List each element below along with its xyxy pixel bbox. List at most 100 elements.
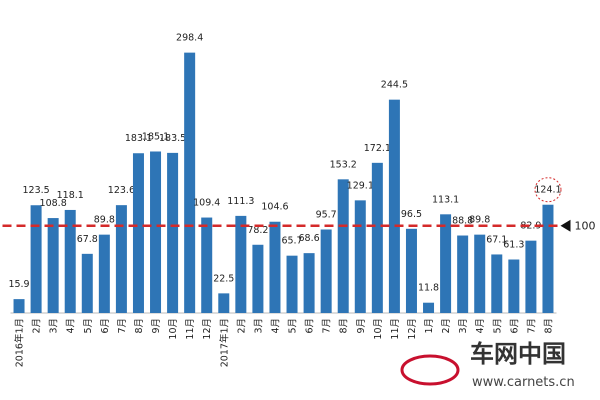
value-label: 88.8 bbox=[452, 216, 473, 227]
value-label: 185.1 bbox=[142, 131, 169, 142]
bar bbox=[30, 205, 42, 313]
value-label: 89.8 bbox=[94, 215, 115, 226]
x-tick-label: 9月 bbox=[356, 318, 367, 334]
x-tick-label: 3月 bbox=[49, 318, 60, 334]
x-tick-label: 7月 bbox=[526, 318, 537, 334]
bar bbox=[47, 218, 59, 313]
value-label: 113.1 bbox=[432, 194, 459, 205]
x-tick-label: 11月 bbox=[185, 318, 196, 340]
x-tick-label: 6月 bbox=[305, 318, 316, 334]
bar bbox=[167, 152, 179, 313]
x-tick-label: 3月 bbox=[458, 318, 469, 334]
value-label: 89.8 bbox=[469, 215, 490, 226]
bar bbox=[115, 205, 127, 313]
x-tick-label: 10月 bbox=[373, 318, 384, 340]
value-label: 108.8 bbox=[40, 198, 67, 209]
bar bbox=[371, 162, 383, 313]
bar bbox=[457, 235, 469, 313]
value-label: 111.3 bbox=[227, 196, 254, 207]
bar bbox=[491, 254, 503, 313]
bar bbox=[252, 244, 264, 313]
x-tick-label: 7月 bbox=[117, 318, 128, 334]
bar bbox=[474, 234, 486, 313]
bar bbox=[525, 240, 537, 313]
value-label: 109.4 bbox=[193, 198, 220, 209]
value-label: 118.1 bbox=[57, 190, 84, 201]
watermark-url: www.carnets.cn bbox=[472, 375, 575, 390]
value-label: 153.2 bbox=[330, 159, 357, 170]
bar bbox=[354, 200, 366, 313]
x-tick-label: 8月 bbox=[134, 318, 145, 334]
x-tick-label: 2017年1月 bbox=[218, 318, 230, 367]
value-label: 183.5 bbox=[159, 133, 186, 144]
reference-arrow bbox=[560, 219, 571, 232]
x-tick-label: 2016年1月 bbox=[14, 318, 26, 367]
reference-label: 100 bbox=[575, 220, 596, 233]
value-label: 183.1 bbox=[125, 133, 152, 144]
x-tick-label: 6月 bbox=[100, 318, 111, 334]
x-tick-label: 7月 bbox=[322, 318, 333, 334]
x-tick-label: 12月 bbox=[407, 318, 418, 340]
bar bbox=[405, 228, 417, 313]
bar bbox=[81, 253, 93, 313]
highlight bbox=[534, 177, 562, 203]
bar bbox=[320, 229, 332, 313]
value-label: 123.6 bbox=[108, 185, 135, 196]
value-label: 124.1 bbox=[534, 185, 561, 196]
bar bbox=[235, 215, 247, 313]
x-tick-label: 10月 bbox=[168, 318, 179, 340]
value-label: 11.8 bbox=[418, 283, 439, 294]
value-label: 15.9 bbox=[8, 279, 29, 290]
value-label: 67.1 bbox=[486, 234, 507, 245]
value-label: 67.8 bbox=[77, 234, 98, 245]
value-label: 61.3 bbox=[503, 240, 524, 251]
value-label: 96.5 bbox=[401, 209, 422, 220]
x-tick-label: 5月 bbox=[288, 318, 299, 334]
bar bbox=[13, 299, 25, 313]
bar bbox=[98, 234, 110, 313]
value-label: 123.5 bbox=[22, 185, 49, 196]
x-tick-label: 2月 bbox=[441, 318, 452, 334]
x-tick-label: 2月 bbox=[32, 318, 43, 334]
bar bbox=[286, 255, 298, 313]
x-tick-label: 1月 bbox=[424, 318, 435, 334]
x-tick-label: 5月 bbox=[83, 318, 94, 334]
x-tick-label: 4月 bbox=[66, 318, 77, 334]
x-tick-label: 3月 bbox=[253, 318, 264, 334]
value-label: 22.5 bbox=[213, 273, 234, 284]
value-label: 129.1 bbox=[347, 180, 374, 191]
bar bbox=[440, 214, 452, 313]
bar bbox=[184, 52, 196, 313]
x-tick-label: 6月 bbox=[509, 318, 520, 334]
bar bbox=[303, 253, 315, 313]
value-label: 104.6 bbox=[261, 202, 288, 213]
watermark-name: 车网中国 bbox=[470, 340, 566, 368]
bar bbox=[218, 293, 230, 313]
x-tick-label: 9月 bbox=[151, 318, 162, 334]
x-tick-label: 4月 bbox=[475, 318, 486, 334]
logo bbox=[400, 354, 460, 386]
x-tick-label: 12月 bbox=[202, 318, 213, 340]
bar bbox=[508, 259, 520, 313]
bar bbox=[542, 204, 554, 313]
x-tick-label: 2月 bbox=[236, 318, 247, 334]
value-label: 78.2 bbox=[247, 225, 268, 236]
watermark: 车网中国 www.carnets.cn bbox=[400, 340, 575, 390]
value-label: 82.9 bbox=[520, 221, 541, 232]
bar bbox=[423, 302, 435, 313]
value-label: 244.5 bbox=[381, 80, 408, 91]
x-tick-label: 5月 bbox=[492, 318, 503, 334]
bar bbox=[269, 221, 281, 313]
value-label: 298.4 bbox=[176, 33, 203, 44]
value-label: 68.6 bbox=[299, 233, 320, 244]
bar bbox=[201, 217, 213, 313]
bar bbox=[388, 99, 400, 313]
x-tick-label: 4月 bbox=[270, 318, 281, 334]
bar bbox=[64, 209, 76, 313]
x-tick-label: 8月 bbox=[339, 318, 350, 334]
bar bbox=[132, 153, 144, 313]
value-label: 65.7 bbox=[281, 236, 302, 247]
bar bbox=[337, 179, 349, 313]
